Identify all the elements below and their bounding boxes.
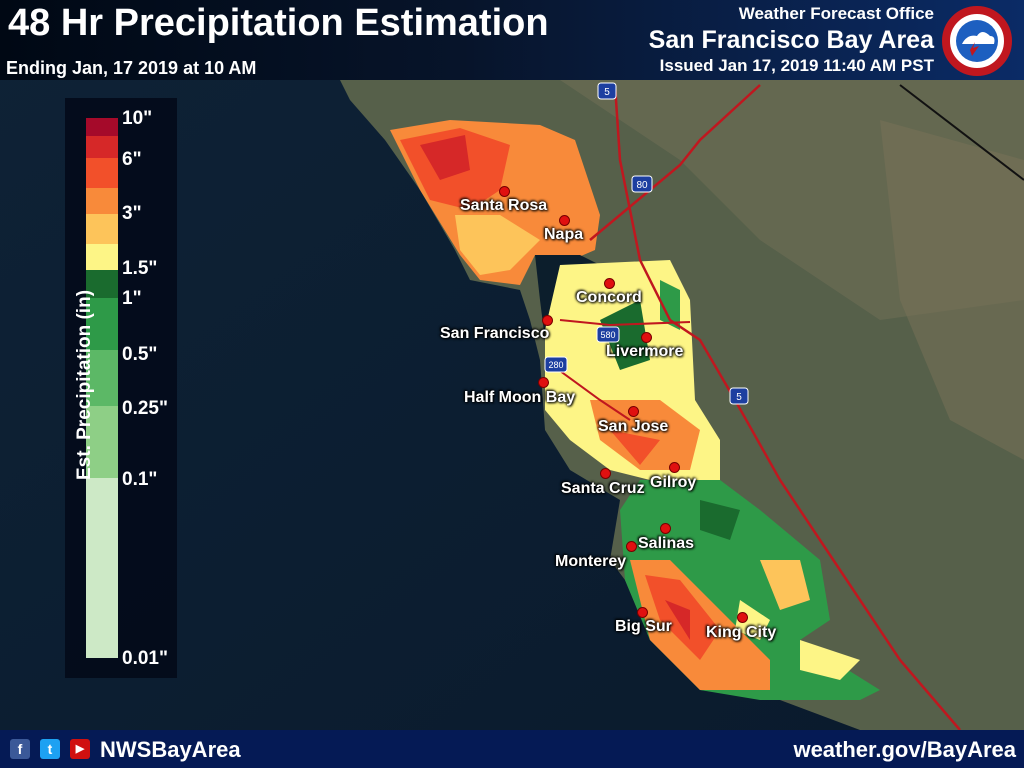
highway-shield: 580: [596, 326, 620, 343]
city-label: Concord: [576, 289, 642, 306]
city-label: Napa: [544, 226, 584, 243]
social-handle[interactable]: NWSBayArea: [100, 737, 241, 762]
highway-routes: [613, 84, 961, 731]
city-label: Monterey: [555, 553, 627, 570]
city-label: Gilroy: [650, 474, 697, 491]
city-marker: [499, 186, 510, 197]
city-label: Livermore: [606, 343, 684, 360]
bay-water: [535, 255, 600, 385]
legend-swatch: [86, 214, 118, 244]
city-marker: [626, 541, 637, 552]
city-label: Santa Rosa: [460, 197, 548, 214]
city-marker: [538, 377, 549, 388]
office-name: San Francisco Bay Area: [648, 26, 934, 54]
legend-swatch: [86, 478, 118, 658]
city-marker: [660, 523, 671, 534]
city-label: King City: [706, 624, 777, 641]
city-marker: [542, 315, 553, 326]
legend-tick: 0.25": [122, 398, 168, 419]
city-marker: [559, 215, 570, 226]
map-subtitle: Ending Jan, 17 2019 at 10 AM: [6, 58, 257, 78]
legend-tick: 1": [122, 288, 142, 309]
legend-tick: 0.1": [122, 469, 158, 490]
city-label: San Francisco: [440, 325, 550, 342]
city-label: Big Sur: [615, 618, 672, 635]
legend-tick: 10": [122, 108, 153, 129]
header-bar: [0, 0, 1024, 80]
city-label: Salinas: [638, 535, 695, 552]
svg-text:280: 280: [548, 360, 563, 370]
highway-shield: 80: [631, 175, 653, 193]
legend-tick: 0.01": [122, 648, 168, 669]
highway-shield: 280: [544, 356, 568, 373]
highway-shield: 5: [597, 82, 617, 100]
city-marker: [628, 406, 639, 417]
legend-swatch: [86, 298, 118, 350]
legend-tick: 3": [122, 203, 142, 224]
legend-tick: 1.5": [122, 258, 158, 279]
svg-text:5: 5: [604, 87, 610, 98]
map-title: 48 Hr Precipitation Estimation: [8, 2, 549, 44]
issued-time: Issued Jan 17, 2019 11:40 AM PST: [659, 56, 934, 75]
svg-text:5: 5: [736, 392, 742, 403]
legend-swatch: [86, 158, 118, 188]
footer-bar: [0, 730, 1024, 768]
city-marker: [669, 462, 680, 473]
nws-logo: [942, 6, 1012, 76]
website-link[interactable]: weather.gov/BayArea: [793, 737, 1016, 762]
legend-panel: [65, 98, 177, 678]
legend-swatch: [86, 244, 118, 270]
legend-swatch: [86, 188, 118, 214]
highway-shield: 5: [729, 387, 749, 405]
city-marker: [737, 612, 748, 623]
legend-title: Est. Precipitation (in): [74, 289, 95, 480]
city-marker: [600, 468, 611, 479]
twitter-icon[interactable]: t: [40, 739, 60, 759]
city-marker: [641, 332, 652, 343]
legend-tick: 6": [122, 149, 142, 170]
legend-swatch: [86, 136, 118, 158]
city-marker: [604, 278, 615, 289]
legend-tick: 0.5": [122, 344, 158, 365]
city-marker: [637, 607, 648, 618]
svg-text:80: 80: [636, 180, 648, 191]
city-label: San Jose: [598, 418, 669, 435]
svg-text:580: 580: [600, 330, 615, 340]
wfo-label: Weather Forecast Office: [738, 4, 934, 23]
legend-swatch: [86, 350, 118, 406]
city-label: Santa Cruz: [561, 480, 645, 497]
legend-swatch: [86, 406, 118, 478]
city-label: Half Moon Bay: [464, 389, 576, 406]
legend-swatch: [86, 270, 118, 298]
youtube-icon[interactable]: ▶: [70, 739, 90, 759]
facebook-icon[interactable]: f: [10, 739, 30, 759]
legend-swatch: [86, 118, 118, 136]
legend-color-bar: [86, 118, 118, 658]
